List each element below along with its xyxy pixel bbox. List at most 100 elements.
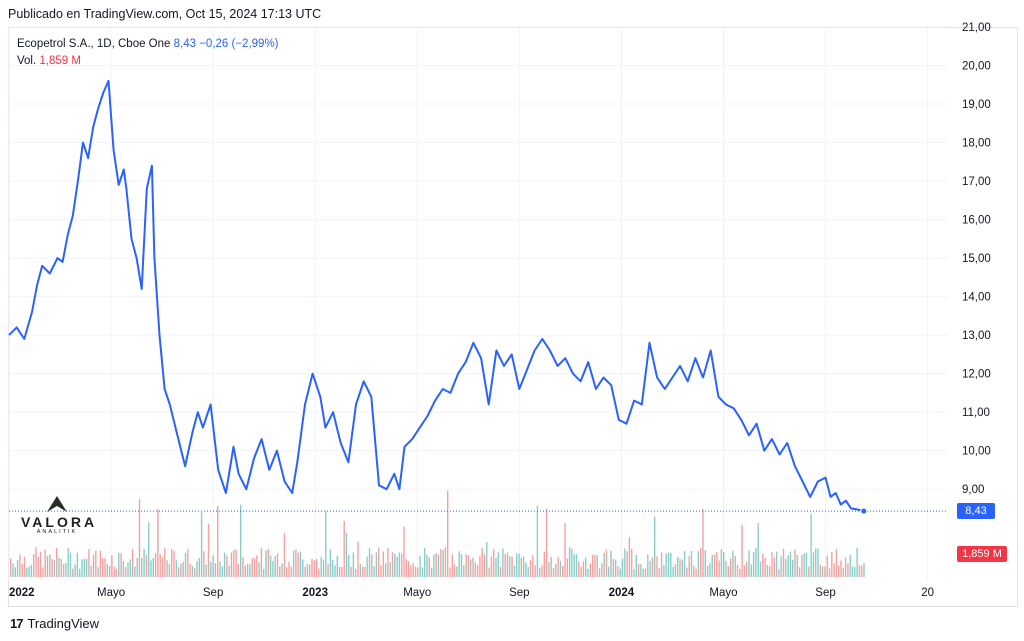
volume-bar [559, 560, 562, 577]
volume-bar [42, 567, 44, 577]
volume-bar [219, 561, 221, 577]
volume-bar [557, 557, 559, 577]
legend-change: −0,26 (−2,99%) [199, 38, 279, 50]
legend-vol-label: Vol. [17, 55, 37, 67]
volume-bar [736, 565, 739, 577]
volume-bar [495, 557, 497, 577]
volume-bar [732, 550, 734, 577]
volume-bar [145, 555, 148, 577]
footer[interactable]: 17 TradingView [10, 616, 99, 631]
volume-bar [138, 499, 141, 577]
volume-bar [541, 565, 543, 577]
volume-bar [548, 562, 550, 577]
volume-bar [125, 567, 127, 577]
volume-bar [173, 550, 175, 577]
volume-bar [637, 563, 640, 577]
volume-bar [182, 561, 184, 577]
volume-bar [44, 549, 46, 577]
volume-bar [681, 559, 683, 577]
y-tick-label: 17,00 [962, 176, 991, 188]
volume-bar [582, 561, 585, 577]
volume-bar [205, 564, 207, 577]
y-tick-label: 9,00 [962, 484, 984, 496]
volume-bar [527, 566, 529, 577]
volume-bar [493, 548, 495, 577]
volume-bar [815, 548, 817, 577]
volume-bar [350, 566, 352, 577]
volume-bar [37, 556, 39, 577]
valora-name: VALORA [21, 514, 98, 530]
volume-bar [258, 562, 260, 577]
valora-watermark: VALORA ANALITIK [21, 496, 98, 535]
volume-bar [281, 563, 283, 577]
volume-bar [175, 559, 177, 577]
x-tick-label: Sep [203, 587, 223, 599]
volume-bar [612, 558, 614, 577]
legend-symbol[interactable]: Ecopetrol S.A., 1D, Cboe One [17, 38, 171, 50]
volume-bar [104, 558, 106, 577]
volume-bar [525, 562, 527, 577]
price-line[interactable] [8, 79, 865, 513]
volume-bar [693, 565, 695, 577]
volume-bar [640, 564, 642, 577]
volume-bar [161, 557, 164, 577]
volume-bar [543, 551, 545, 577]
volume-bar [304, 566, 306, 577]
volume-bar [458, 551, 460, 577]
volume-bar [391, 552, 394, 577]
volume-bar [352, 552, 355, 577]
x-tick-label: Mayo [97, 587, 125, 599]
volume-bar [184, 552, 187, 577]
volume-bar [759, 561, 762, 577]
volume-bar [617, 565, 619, 577]
volume-bar [481, 548, 483, 577]
volume-bar [83, 558, 85, 577]
valora-logo-icon [47, 496, 67, 512]
volume-bar [166, 560, 168, 577]
volume-bar [228, 565, 230, 577]
volume-bar [60, 559, 62, 577]
volume-bar [28, 566, 30, 577]
volume-bar [440, 549, 442, 577]
volume-bar [644, 568, 647, 577]
volume-bar [345, 532, 348, 577]
volume-bar [789, 551, 792, 577]
volume-bar [361, 566, 364, 577]
volume-bar [85, 558, 88, 577]
volume-bar [286, 567, 288, 577]
volume-bar [106, 563, 108, 577]
volume-bar [663, 565, 665, 577]
volume-bar [196, 561, 198, 577]
volume-bar [483, 554, 486, 577]
volume-label: 1,859 M [957, 546, 1007, 562]
volume-bar [430, 567, 433, 577]
volume-bar [274, 555, 276, 577]
volume-bar [752, 552, 755, 577]
volume-bar [115, 568, 118, 577]
volume-bar [610, 550, 612, 577]
volume-bar [237, 563, 240, 577]
volume-bar [686, 567, 688, 577]
volume-bar [53, 559, 56, 577]
volume-bar [472, 557, 474, 577]
volume-bar [442, 549, 444, 577]
volume-bar [177, 567, 180, 577]
volume-bar [587, 568, 589, 577]
volume-bar [203, 551, 205, 577]
volume-bar [348, 555, 350, 577]
volume-bar [256, 555, 258, 577]
volume-bar [88, 549, 90, 577]
volume-bar [665, 553, 667, 577]
volume-bar [817, 548, 819, 577]
volume-bar [283, 533, 286, 577]
volume-bar [863, 562, 865, 577]
volume-bar [74, 564, 76, 577]
volume-bar [808, 566, 810, 577]
y-tick-label: 12,00 [962, 369, 991, 381]
volume-bar [741, 524, 743, 577]
volume-bar [334, 565, 336, 577]
volume-bar [92, 554, 95, 577]
volume-bar [233, 549, 235, 577]
y-tick-label: 14,00 [962, 292, 991, 304]
